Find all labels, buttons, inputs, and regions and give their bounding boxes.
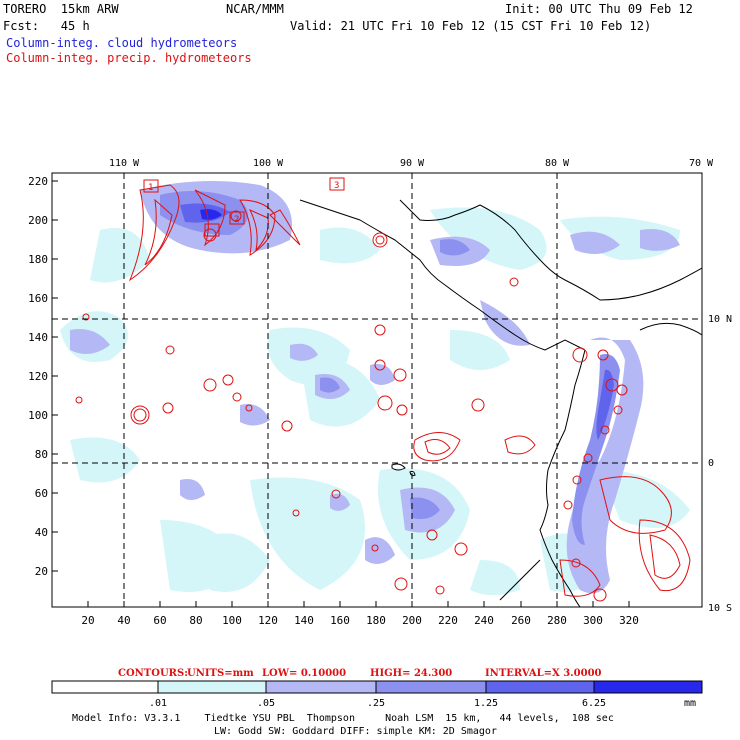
legend-value: 6.25 (582, 698, 606, 709)
y-tick: 200 (28, 214, 48, 227)
y-tick: 40 (35, 526, 48, 539)
contour-interval: INTERVAL=X 3.0000 (485, 668, 602, 679)
contour-high: HIGH= 24.300 (370, 668, 452, 679)
contour-low: LOW= 0.10000 (262, 668, 346, 679)
y-tick: 220 (28, 175, 48, 188)
lon-label: 100 W (253, 158, 284, 169)
y-tick: 180 (28, 253, 48, 266)
x-tick: 220 (438, 614, 458, 627)
y-tick: 80 (35, 448, 48, 461)
y-tick: 60 (35, 487, 48, 500)
model-physics: LW: Godd SW: Goddard DIFF: simple KM: 2D… (214, 726, 497, 737)
legend-value: .25 (367, 698, 385, 709)
y-tick: 160 (28, 292, 48, 305)
lat-lon-grid (52, 173, 702, 607)
y-tick: 100 (28, 409, 48, 422)
legend-unit: mm (684, 698, 696, 709)
legend-value: 1.25 (474, 698, 498, 709)
y-tick: 140 (28, 331, 48, 344)
lon-label: 90 W (400, 158, 425, 169)
contour-label: CONTOURS: (118, 668, 188, 679)
y-tick: 120 (28, 370, 48, 383)
x-tick: 140 (294, 614, 314, 627)
center-name: NCAR/MMM (226, 2, 284, 16)
lat-label: 10 N (708, 314, 732, 325)
lat-label: 0 (708, 458, 714, 469)
init-time: Init: 00 UTC Thu 09 Feb 12 (505, 2, 693, 16)
x-tick: 80 (189, 614, 202, 627)
forecast-hour: Fcst: 45 h (3, 19, 90, 33)
legend-value: .05 (257, 698, 275, 709)
box-label-2: 2 (234, 215, 239, 225)
x-tick: 160 (330, 614, 350, 627)
lat-label: 10 S (708, 603, 732, 614)
lon-label: 70 W (689, 158, 714, 169)
x-tick: 240 (474, 614, 494, 627)
color-legend (51, 680, 703, 694)
lon-label: 110 W (109, 158, 140, 169)
x-tick: 120 (258, 614, 278, 627)
x-tick: 20 (81, 614, 94, 627)
map-frame (51, 172, 703, 608)
x-tick: 320 (619, 614, 639, 627)
box-label-1: 1 (148, 183, 153, 193)
x-tick: 260 (511, 614, 531, 627)
model-info: Model Info: V3.3.1 Tiedtke YSU PBL Thomp… (72, 713, 614, 724)
x-tick: 60 (153, 614, 166, 627)
field-precip-label: Column-integ. precip. hydrometeors (6, 51, 252, 65)
x-tick: 280 (547, 614, 567, 627)
box-label-3: 3 (334, 181, 339, 191)
lon-label: 80 W (545, 158, 570, 169)
x-tick: 100 (222, 614, 242, 627)
model-title: TORERO 15km ARW (3, 2, 119, 16)
field-cloud-label: Column-integ. cloud hydrometeors (6, 36, 238, 50)
contour-units: UNITS=mm (187, 668, 254, 679)
valid-time: Valid: 21 UTC Fri 10 Feb 12 (15 CST Fri … (290, 19, 652, 33)
shaded-cloud-field: 1 2 3 (60, 177, 702, 607)
x-tick: 40 (117, 614, 130, 627)
x-tick: 180 (366, 614, 386, 627)
y-tick: 20 (35, 565, 48, 578)
x-tick: 300 (583, 614, 603, 627)
x-tick: 200 (402, 614, 422, 627)
legend-value: .01 (149, 698, 167, 709)
